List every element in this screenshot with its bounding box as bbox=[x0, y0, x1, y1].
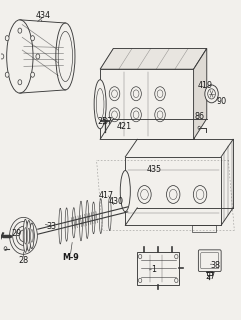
Circle shape bbox=[138, 186, 151, 204]
Text: M-9: M-9 bbox=[62, 253, 79, 262]
Ellipse shape bbox=[72, 208, 75, 238]
Ellipse shape bbox=[80, 201, 82, 241]
Text: 434: 434 bbox=[35, 11, 50, 20]
Text: 27: 27 bbox=[205, 272, 215, 281]
Circle shape bbox=[18, 80, 22, 85]
Text: 1: 1 bbox=[152, 265, 157, 275]
Ellipse shape bbox=[23, 219, 27, 252]
Ellipse shape bbox=[27, 220, 31, 251]
Text: 430: 430 bbox=[108, 197, 123, 206]
Circle shape bbox=[18, 28, 22, 33]
Circle shape bbox=[139, 254, 142, 259]
Text: 90: 90 bbox=[216, 97, 226, 106]
Circle shape bbox=[4, 247, 7, 251]
Ellipse shape bbox=[30, 223, 34, 249]
Polygon shape bbox=[194, 49, 207, 139]
Ellipse shape bbox=[92, 202, 95, 234]
Circle shape bbox=[131, 87, 141, 101]
Bar bbox=[192, 225, 216, 232]
Circle shape bbox=[5, 72, 9, 77]
Ellipse shape bbox=[86, 200, 89, 238]
Bar bbox=[137, 252, 179, 285]
Circle shape bbox=[167, 186, 180, 204]
Ellipse shape bbox=[94, 80, 106, 129]
Circle shape bbox=[131, 108, 141, 122]
Circle shape bbox=[102, 118, 107, 124]
Circle shape bbox=[109, 87, 120, 101]
Circle shape bbox=[31, 72, 34, 77]
Circle shape bbox=[155, 87, 165, 101]
Circle shape bbox=[31, 36, 34, 41]
Circle shape bbox=[205, 85, 218, 103]
Text: 28: 28 bbox=[18, 256, 28, 265]
Text: 29: 29 bbox=[11, 229, 21, 238]
Bar bbox=[125, 157, 221, 225]
Circle shape bbox=[198, 126, 201, 129]
Ellipse shape bbox=[99, 198, 102, 234]
Circle shape bbox=[109, 108, 120, 122]
Circle shape bbox=[0, 54, 4, 59]
Circle shape bbox=[139, 278, 142, 283]
Circle shape bbox=[175, 278, 178, 283]
Text: 86: 86 bbox=[194, 113, 205, 122]
Text: 33: 33 bbox=[46, 222, 56, 231]
Text: 417: 417 bbox=[99, 190, 114, 200]
Text: 257: 257 bbox=[97, 117, 113, 126]
Polygon shape bbox=[100, 49, 207, 69]
Circle shape bbox=[5, 36, 9, 41]
FancyBboxPatch shape bbox=[198, 250, 221, 271]
Circle shape bbox=[155, 108, 165, 122]
Ellipse shape bbox=[120, 171, 130, 212]
Circle shape bbox=[193, 186, 207, 204]
Ellipse shape bbox=[108, 197, 111, 231]
Bar bbox=[100, 69, 194, 139]
Ellipse shape bbox=[65, 208, 68, 241]
Text: 435: 435 bbox=[147, 165, 162, 174]
Text: 38: 38 bbox=[210, 261, 220, 270]
Text: 419: 419 bbox=[198, 81, 213, 90]
Circle shape bbox=[36, 54, 40, 59]
Ellipse shape bbox=[59, 208, 62, 244]
Circle shape bbox=[175, 254, 178, 259]
Text: 421: 421 bbox=[117, 122, 132, 131]
